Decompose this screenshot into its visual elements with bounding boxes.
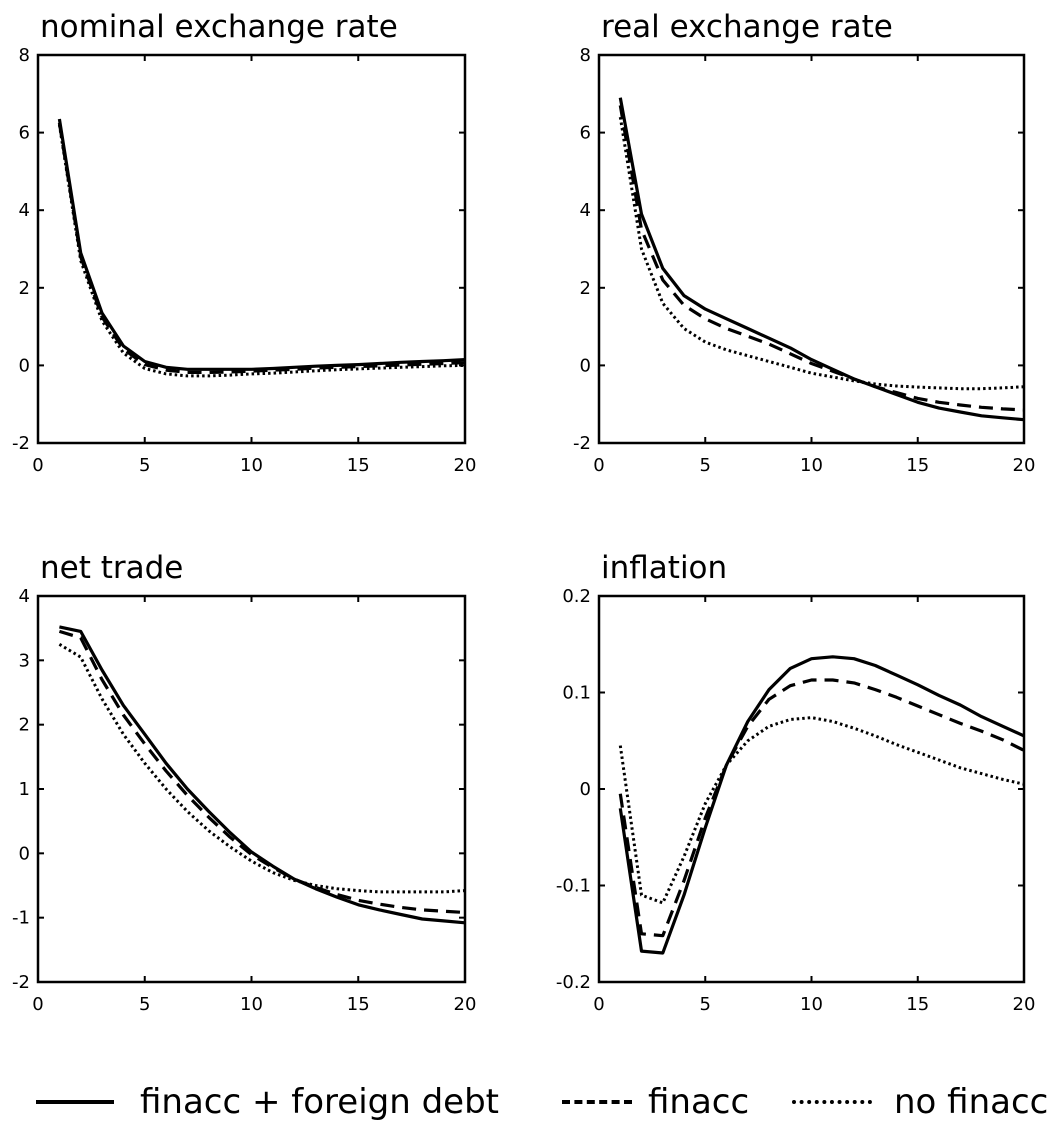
x-tick-label: 20 bbox=[1013, 994, 1036, 1015]
series-line-dashed bbox=[618, 105, 1025, 412]
series-line-solid bbox=[59, 625, 466, 925]
series-line-dotted bbox=[57, 124, 466, 378]
y-tick-label: 3 bbox=[19, 650, 30, 671]
plot-frame bbox=[597, 53, 1026, 445]
x-tick-label: 0 bbox=[32, 455, 43, 476]
x-tick-label: 0 bbox=[32, 994, 43, 1015]
y-tick-label: 0.2 bbox=[562, 586, 591, 607]
y-tick-label: -0.1 bbox=[556, 876, 591, 897]
y-tick-label: 8 bbox=[580, 45, 591, 66]
series-line-dashed bbox=[618, 678, 1025, 938]
legend-swatch-dotted bbox=[792, 1100, 872, 1104]
x-tick-label: 20 bbox=[454, 455, 477, 476]
x-tick-label: 20 bbox=[454, 994, 477, 1015]
legend-swatch-solid bbox=[36, 1100, 114, 1104]
series-line-solid bbox=[618, 97, 1025, 422]
y-tick-label: -2 bbox=[12, 972, 30, 993]
y-tick-label: -1 bbox=[12, 908, 30, 929]
series-line-solid bbox=[57, 118, 466, 371]
x-tick-label: 15 bbox=[347, 994, 370, 1015]
series-line-dotted bbox=[618, 716, 1025, 905]
y-tick-label: 4 bbox=[580, 200, 591, 221]
legend-item-finacc-foreign-debt: finacc + foreign debt bbox=[36, 1078, 499, 1126]
chart-legend: finacc + foreign debt finacc no finacc bbox=[0, 1078, 1051, 1126]
y-tick-label: 8 bbox=[19, 45, 30, 66]
y-tick-label: 0 bbox=[580, 779, 591, 800]
x-tick-label: 0 bbox=[593, 994, 604, 1015]
y-tick-label: 1 bbox=[19, 779, 30, 800]
y-tick-label: -0.2 bbox=[556, 972, 591, 993]
y-tick-label: 6 bbox=[19, 123, 30, 144]
y-tick-label: 6 bbox=[580, 123, 591, 144]
x-tick-label: 10 bbox=[800, 455, 823, 476]
x-tick-label: 20 bbox=[1013, 455, 1036, 476]
x-tick-label: 5 bbox=[139, 455, 150, 476]
y-tick-label: -2 bbox=[573, 433, 591, 454]
y-tick-label: 2 bbox=[19, 715, 30, 736]
chart-title: net trade bbox=[40, 550, 183, 586]
x-tick-label: 5 bbox=[700, 994, 711, 1015]
series-line-dashed bbox=[57, 122, 466, 374]
legend-label: no finacc bbox=[894, 1082, 1049, 1122]
series-line-solid bbox=[618, 655, 1025, 955]
x-tick-label: 0 bbox=[593, 455, 604, 476]
x-tick-label: 5 bbox=[700, 455, 711, 476]
y-tick-label: 4 bbox=[19, 200, 30, 221]
y-tick-label: 0 bbox=[19, 355, 30, 376]
legend-label: finacc bbox=[648, 1082, 750, 1122]
x-tick-label: 10 bbox=[240, 994, 263, 1015]
legend-label: finacc + foreign debt bbox=[140, 1082, 500, 1122]
y-tick-label: 0 bbox=[580, 355, 591, 376]
x-tick-label: 15 bbox=[906, 994, 929, 1015]
plot-frame bbox=[597, 594, 1026, 984]
series-line-dashed bbox=[58, 629, 466, 915]
series-line-dotted bbox=[58, 643, 466, 894]
x-tick-label: 15 bbox=[906, 455, 929, 476]
series-line-dotted bbox=[618, 116, 1025, 391]
chart-title: inflation bbox=[601, 550, 727, 586]
y-tick-label: 4 bbox=[19, 586, 30, 607]
legend-item-finacc: finacc bbox=[562, 1078, 749, 1126]
legend-item-no-finacc: no finacc bbox=[792, 1078, 1048, 1126]
plot-frame bbox=[36, 594, 467, 984]
chart-panel-4: inflation -0.2 -0.1 0 0.1 0.2 0 5 10 15 20 bbox=[556, 550, 1036, 1015]
y-tick-label: 0.1 bbox=[562, 683, 591, 704]
x-tick-label: 10 bbox=[800, 994, 823, 1015]
y-tick-label: 2 bbox=[19, 278, 30, 299]
chart-panel-3: net trade -2 -1 0 1 2 3 4 0 5 10 15 20 bbox=[12, 550, 476, 1015]
chart-title: real exchange rate bbox=[601, 9, 893, 45]
chart-title: nominal exchange rate bbox=[40, 9, 398, 45]
y-tick-label: -2 bbox=[12, 433, 30, 454]
plot-frame bbox=[36, 53, 467, 445]
y-tick-label: 2 bbox=[580, 278, 591, 299]
x-tick-label: 5 bbox=[139, 994, 150, 1015]
x-tick-label: 15 bbox=[347, 455, 370, 476]
x-tick-label: 10 bbox=[240, 455, 263, 476]
legend-swatch-dashed bbox=[562, 1100, 632, 1104]
y-tick-label: 0 bbox=[19, 843, 30, 864]
